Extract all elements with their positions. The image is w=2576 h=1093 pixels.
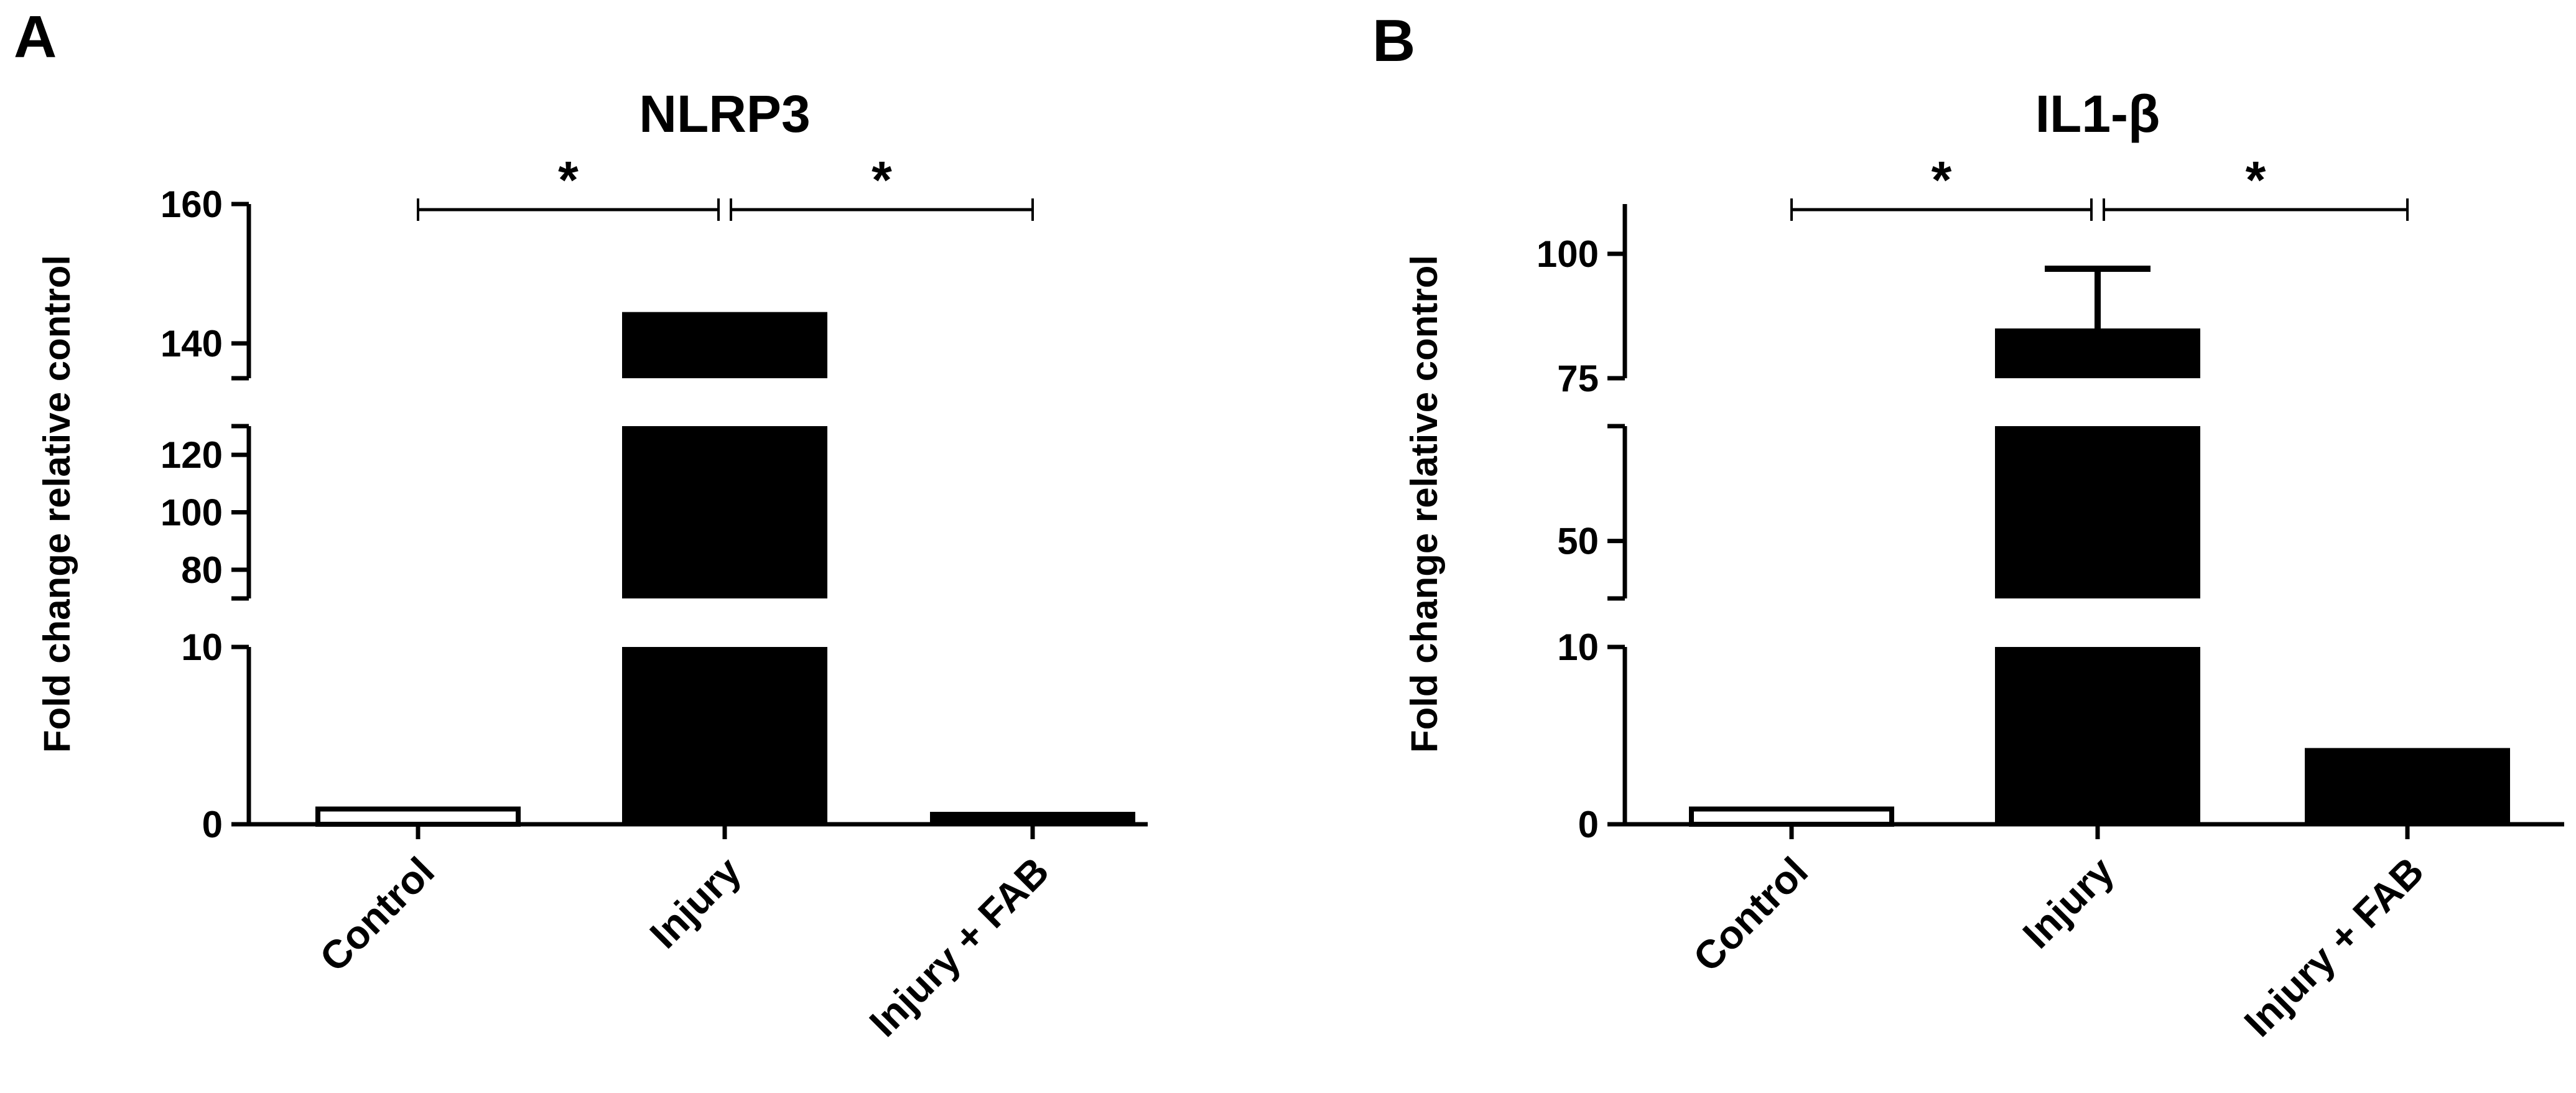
- x-tick-label: Control: [1685, 849, 1816, 980]
- x-tick-label: Injury: [2014, 849, 2123, 957]
- panel-b-letter: B: [1372, 7, 1415, 74]
- y-tick-label: 75: [1557, 358, 1599, 399]
- y-tick-label: 100: [160, 492, 223, 534]
- bar-control: [1689, 806, 1894, 827]
- x-tick-label: Injury: [641, 849, 750, 957]
- significance-asterisk: *: [558, 151, 579, 209]
- bar-injury: [1995, 647, 2200, 824]
- y-tick-label: 0: [1578, 804, 1599, 845]
- y-tick-label: 160: [160, 184, 223, 225]
- bar-control: [315, 806, 521, 827]
- x-tick-label: Control: [311, 849, 443, 980]
- panel-b-y-tick-labels: 0 10 50 75 100: [1537, 233, 1599, 845]
- panel-a-title: NLRP3: [639, 85, 810, 143]
- bar-injury: [622, 426, 827, 598]
- bar-injury: [1995, 328, 2200, 378]
- bar-injury-fab: [930, 812, 1135, 824]
- panel-b-x-tick-labels: Control Injury Injury + FAB: [1685, 849, 2432, 1045]
- bar-injury: [622, 647, 827, 824]
- bar-injury: [1995, 426, 2200, 598]
- y-tick-label: 10: [181, 626, 223, 668]
- bar-injury: [622, 312, 827, 378]
- y-tick-label: 120: [160, 434, 223, 476]
- panel-a-letter: A: [14, 4, 57, 70]
- x-tick-label: Injury + FAB: [861, 849, 1058, 1045]
- panel-b-y-axis-label: Fold change relative control: [1403, 255, 1445, 753]
- significance-asterisk: *: [872, 151, 892, 209]
- panel-a: A NLRP3 Fold change relative control 0 10…: [14, 4, 1148, 1045]
- bar-injury-fab: [2305, 748, 2510, 824]
- panel-a-y-axis-label: Fold change relative control: [36, 255, 78, 753]
- panel-b-error-bars: [2045, 266, 2151, 328]
- panel-a-x-tick-labels: Control Injury Injury + FAB: [311, 849, 1058, 1045]
- y-tick-label: 0: [202, 804, 223, 845]
- panel-b-bars: [1689, 328, 2510, 827]
- x-tick-label: Injury + FAB: [2236, 849, 2432, 1045]
- significance-asterisk: *: [2246, 151, 2266, 209]
- y-tick-label: 50: [1557, 521, 1599, 562]
- y-tick-label: 100: [1537, 233, 1599, 275]
- panel-a-y-tick-labels: 0 10 80 100 120 140 160: [160, 184, 223, 845]
- y-tick-label: 140: [160, 323, 223, 365]
- y-tick-label: 80: [181, 549, 223, 591]
- panel-a-significance: * *: [417, 151, 1034, 221]
- y-tick-label: 10: [1557, 626, 1599, 668]
- panel-b-significance: * *: [1790, 151, 2409, 221]
- significance-asterisk: *: [1932, 151, 1952, 209]
- panel-b-title: IL1-β: [2035, 85, 2160, 143]
- panel-b: B IL1-β Fold change relative control 0 10…: [1372, 7, 2564, 1045]
- panel-a-bars: [315, 312, 1135, 827]
